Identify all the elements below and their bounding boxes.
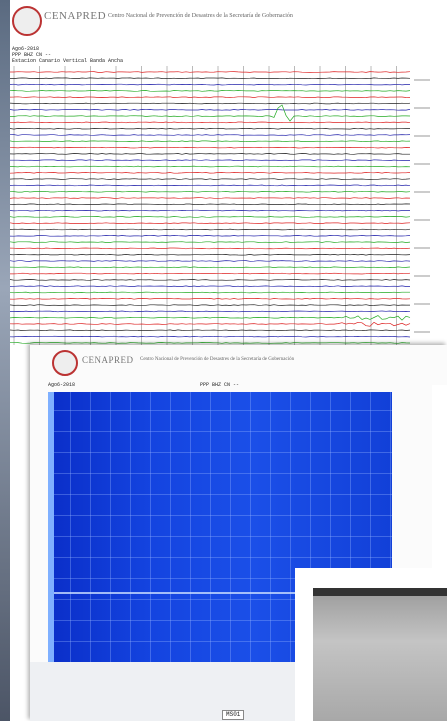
- trace: [9, 291, 410, 294]
- trace: [9, 153, 410, 155]
- spectro-grid: [270, 392, 271, 662]
- logo-icon: [12, 6, 42, 36]
- spectro-grid: [190, 392, 191, 662]
- logo-icon: [52, 350, 78, 376]
- trace: [9, 222, 411, 224]
- trace: [9, 109, 411, 111]
- spectro-grid: [110, 392, 111, 662]
- trace: [9, 178, 411, 180]
- info-line: PPP BHZ CN --: [12, 52, 52, 58]
- trace: [9, 121, 411, 124]
- side-strip: [0, 0, 10, 721]
- trace: [9, 134, 411, 136]
- spectro-grid: [48, 557, 392, 558]
- trace: [9, 209, 411, 212]
- spectro-grid: [90, 392, 91, 662]
- trace: [9, 266, 411, 269]
- trace: [9, 335, 411, 338]
- spectro-grid: [370, 392, 371, 662]
- spectro-grid: [290, 392, 291, 662]
- trace: [9, 96, 411, 98]
- spectro-grid: [150, 392, 151, 662]
- trace: [9, 203, 411, 206]
- info-line: Ago6-2018: [12, 46, 40, 52]
- trace: [9, 146, 411, 149]
- trace: [9, 329, 411, 332]
- spectro-grid: [48, 410, 392, 411]
- spectro-grid: [48, 452, 392, 453]
- spectro-grid: [210, 392, 211, 662]
- trace: [9, 315, 411, 321]
- trace: [9, 228, 411, 231]
- spectro-grid: [48, 620, 392, 621]
- trace: [9, 184, 411, 187]
- header-text: Centro Nacional de Prevención de Desastr…: [108, 13, 293, 19]
- webcam-photo: [313, 588, 447, 721]
- trace: [10, 71, 411, 73]
- trace: [9, 127, 410, 130]
- spectro-grid: [48, 578, 392, 579]
- spectro-edge: [48, 392, 54, 662]
- trace: [9, 310, 411, 313]
- trace-column: [432, 385, 447, 570]
- spectro-grid: [48, 515, 392, 516]
- info-line: Ago6-2018: [48, 382, 76, 388]
- spectro-grid: [48, 431, 392, 432]
- header-text: Centro Nacional de Prevención de Desastr…: [140, 357, 295, 362]
- trace: [9, 216, 411, 218]
- trace: [9, 279, 411, 281]
- spectro-grid: [48, 473, 392, 474]
- spectro-grid: [70, 392, 71, 662]
- trace: [9, 197, 411, 199]
- trace: [10, 342, 411, 344]
- spectro-grid: [48, 494, 392, 495]
- trace: [9, 140, 411, 143]
- spectro-grid: [48, 641, 392, 642]
- spectro-grid: [390, 392, 391, 662]
- spectro-grid: [48, 599, 392, 600]
- trace: [9, 90, 411, 92]
- trace: [9, 241, 411, 243]
- logo-text: CENAPRED: [44, 10, 107, 22]
- spectro-grid: [250, 392, 251, 662]
- trace: [9, 253, 411, 256]
- photo-caption-bar: [313, 588, 447, 596]
- trace: [9, 285, 410, 287]
- logo-text: CENAPRED: [82, 355, 134, 365]
- trace: [9, 247, 411, 250]
- trace: [9, 304, 410, 306]
- trace: [9, 190, 411, 193]
- seismogram-panel: [0, 0, 447, 350]
- trace: [10, 272, 411, 275]
- trace: [9, 104, 411, 122]
- footer-button[interactable]: MS01: [222, 710, 245, 720]
- trace: [9, 102, 411, 105]
- trace: [9, 77, 411, 80]
- trace: [9, 298, 411, 300]
- trace: [9, 321, 411, 327]
- trace: [9, 260, 411, 262]
- spectro-band: [48, 592, 392, 594]
- trace: [9, 165, 411, 168]
- trace: [10, 159, 411, 161]
- spectro-grid: [350, 392, 351, 662]
- spectro-grid: [330, 392, 331, 662]
- trace: [9, 235, 411, 237]
- trace: [9, 83, 411, 86]
- spectro-grid: [170, 392, 171, 662]
- spectro-grid: [230, 392, 231, 662]
- trace: [9, 172, 411, 174]
- spectro-grid: [310, 392, 311, 662]
- spectro-grid: [48, 536, 392, 537]
- spectro-grid: [130, 392, 131, 662]
- info-line: Estacion Canario Vertical Banda Ancha: [12, 58, 124, 64]
- info-line: PPP BHZ CN --: [200, 382, 240, 388]
